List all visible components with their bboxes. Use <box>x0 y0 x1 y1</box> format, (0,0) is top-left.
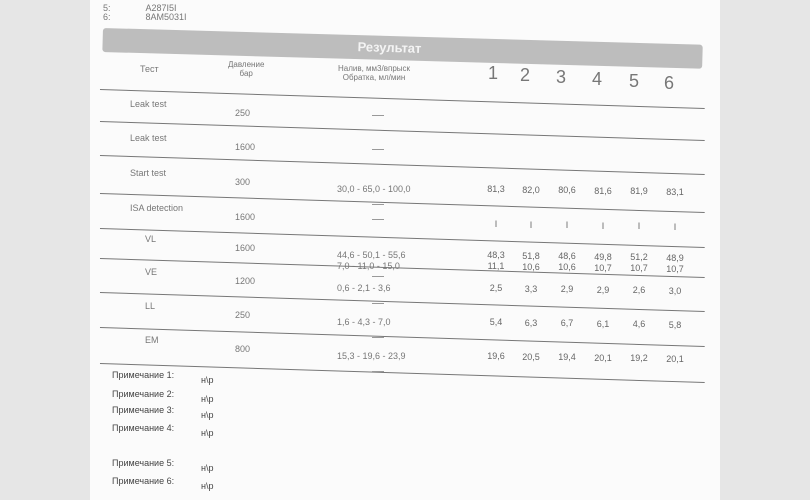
col-injector-1: 1 <box>488 63 499 83</box>
row-test-name: Start test <box>130 168 167 178</box>
value-injector-3: I <box>565 220 569 230</box>
value-injector-6: 3,0 <box>668 285 682 296</box>
col-injector-3: 3 <box>556 67 567 87</box>
col-nominal: Налив, мм3/впрыск Обратка, мл/мин <box>338 64 411 82</box>
document-page <box>90 0 720 500</box>
row-test-name: Leak test <box>130 99 167 109</box>
value-injector-4: 49,8 <box>594 251 612 262</box>
note-value-6: н\р <box>201 481 214 491</box>
value-injector-3: 48,6 <box>558 251 576 261</box>
row-nominal-dash <box>372 276 384 277</box>
row-nominal-dash <box>372 204 384 205</box>
note-label-3: Примечание 3: <box>112 405 175 415</box>
row-test-name: EM <box>145 335 159 345</box>
note-value-1: н\р <box>201 375 214 385</box>
col-pressure: Давление бар <box>228 60 265 78</box>
value-injector-5: 51,2 <box>630 252 648 262</box>
row-nominal: 1,6 - 4,3 - 7,0 <box>337 317 391 327</box>
value-injector-4: 6,1 <box>596 318 610 329</box>
row-nominal-dash <box>372 371 384 372</box>
value-injector-6: 48,9 <box>666 252 684 263</box>
value-injector-3: 6,7 <box>560 318 574 328</box>
value-injector-5: 2,6 <box>632 285 646 295</box>
row-pressure: 300 <box>235 177 251 187</box>
value-injector-6: 83,1 <box>666 186 684 197</box>
row-test-name: VE <box>145 267 158 277</box>
value-injector-1: 48,3 <box>487 250 505 260</box>
value-injector-6: 10,7 <box>666 263 684 274</box>
value-injector-5: I <box>637 221 641 231</box>
note-label-5: Примечание 5: <box>112 458 175 468</box>
row-nominal-dash <box>372 303 384 304</box>
row-test-name: Leak test <box>130 133 167 143</box>
row-pressure: 1600 <box>235 142 256 152</box>
note-label-2: Примечание 2: <box>112 389 175 399</box>
value-injector-6: 20,1 <box>666 353 684 364</box>
value-injector-4: 81,6 <box>594 185 612 196</box>
row-nominal: 0,6 - 2,1 - 3,6 <box>337 283 391 293</box>
value-injector-3: 10,6 <box>558 262 576 272</box>
row-pressure: 250 <box>235 108 251 118</box>
row-nominal-dash <box>372 337 384 338</box>
col-injector-5: 5 <box>629 71 640 91</box>
col-injector-2: 2 <box>520 65 531 85</box>
note-label-6: Примечание 6: <box>112 476 175 486</box>
value-injector-1: 19,6 <box>487 351 505 361</box>
value-injector-4: 10,7 <box>594 262 612 273</box>
value-injector-6: I <box>673 221 677 232</box>
value-injector-5: 81,9 <box>630 186 648 196</box>
value-injector-5: 19,2 <box>630 353 648 363</box>
value-injector-1: 81,3 <box>487 184 505 194</box>
row-nominal: 44,6 - 50,1 - 55,6 <box>337 250 406 260</box>
row-nominal-dash <box>372 149 384 150</box>
note-value-5: н\р <box>201 463 214 473</box>
row-nominal: 30,0 - 65,0 - 100,0 <box>337 184 411 194</box>
value-injector-2: 6,3 <box>524 317 538 328</box>
row-pressure: 1200 <box>235 276 256 286</box>
note-label-4: Примечание 4: <box>112 423 175 433</box>
row-nominal: 15,3 - 19,6 - 23,9 <box>337 351 406 361</box>
value-injector-6: 5,8 <box>668 319 682 330</box>
value-injector-1: 11,1 <box>487 261 505 271</box>
value-injector-2: 3,3 <box>524 283 538 294</box>
note-value-4: н\р <box>201 428 214 438</box>
value-injector-2: 82,0 <box>522 184 540 195</box>
value-injector-4: I <box>601 220 605 231</box>
value-injector-5: 4,6 <box>632 319 646 329</box>
note-label-1: Примечание 1: <box>112 370 175 380</box>
value-injector-1: 2,5 <box>489 283 503 293</box>
row-pressure: 250 <box>235 310 251 320</box>
value-injector-2: I <box>529 219 533 230</box>
value-injector-2: 51,8 <box>522 250 540 261</box>
value-injector-4: 2,9 <box>596 284 610 295</box>
header-line-5: 5: A287I5I <box>103 3 177 13</box>
value-injector-1: I <box>494 219 498 229</box>
col-test: Тест <box>140 64 159 74</box>
note-value-3: н\р <box>201 410 214 420</box>
col-injector-4: 4 <box>592 69 603 89</box>
row-test-name: ISA detection <box>130 203 184 213</box>
value-injector-1: 5,4 <box>489 317 503 327</box>
value-injector-3: 80,6 <box>558 185 576 195</box>
row-nominal: 7,0 - 11,0 - 15,0 <box>337 261 400 271</box>
row-nominal-dash <box>372 115 384 116</box>
col-injector-6: 6 <box>664 73 675 93</box>
value-injector-5: 10,7 <box>630 263 648 273</box>
row-nominal-dash <box>372 219 384 220</box>
value-injector-4: 20,1 <box>594 352 612 363</box>
row-pressure: 1600 <box>235 212 256 222</box>
row-pressure: 800 <box>235 344 251 354</box>
header-line-6: 6: 8AM5031I <box>103 12 187 22</box>
value-injector-2: 10,6 <box>522 261 540 272</box>
row-test-name: VL <box>145 234 157 244</box>
row-test-name: LL <box>145 301 156 311</box>
row-pressure: 1600 <box>235 243 256 253</box>
value-injector-3: 19,4 <box>558 352 576 362</box>
value-injector-3: 2,9 <box>560 284 574 294</box>
value-injector-2: 20,5 <box>522 351 540 362</box>
note-value-2: н\р <box>201 394 214 404</box>
